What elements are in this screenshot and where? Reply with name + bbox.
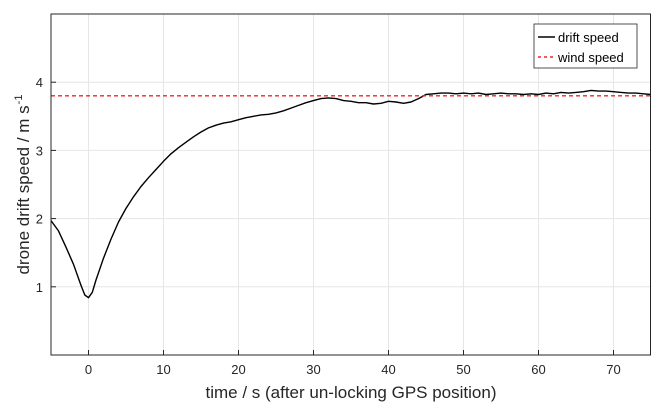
x-tick-label: 40 bbox=[381, 362, 395, 377]
y-tick-label: 2 bbox=[36, 212, 43, 227]
y-tick-label: 3 bbox=[36, 143, 43, 158]
legend-box bbox=[533, 23, 638, 69]
y-axis-title: drone drift speed / m s-1 bbox=[13, 95, 33, 275]
x-axis-title: time / s (after un-locking GPS position) bbox=[205, 383, 496, 402]
series-layer bbox=[50, 89, 651, 299]
legend-label-drift-speed: drift speed bbox=[558, 30, 619, 45]
x-tick-label: 70 bbox=[606, 362, 620, 377]
x-tick-label: 60 bbox=[531, 362, 545, 377]
x-tick-label: 20 bbox=[231, 362, 245, 377]
legend: drift speed wind speed bbox=[533, 23, 638, 69]
y-axis-title-superscript: -1 bbox=[13, 95, 25, 105]
series-line-drift-speed bbox=[50, 89, 651, 299]
y-tick-label: 1 bbox=[36, 280, 43, 295]
ticks: 0 10 20 30 40 50 60 70 1 2 3 4 bbox=[36, 75, 621, 377]
x-tick-label: 0 bbox=[85, 362, 92, 377]
x-tick-label: 50 bbox=[456, 362, 470, 377]
x-tick-label: 30 bbox=[306, 362, 320, 377]
grid bbox=[51, 14, 651, 355]
legend-label-wind-speed: wind speed bbox=[557, 50, 624, 65]
y-axis-title-main: drone drift speed / m s bbox=[14, 105, 33, 274]
y-tick-label: 4 bbox=[36, 75, 43, 90]
x-tick-label: 10 bbox=[156, 362, 170, 377]
